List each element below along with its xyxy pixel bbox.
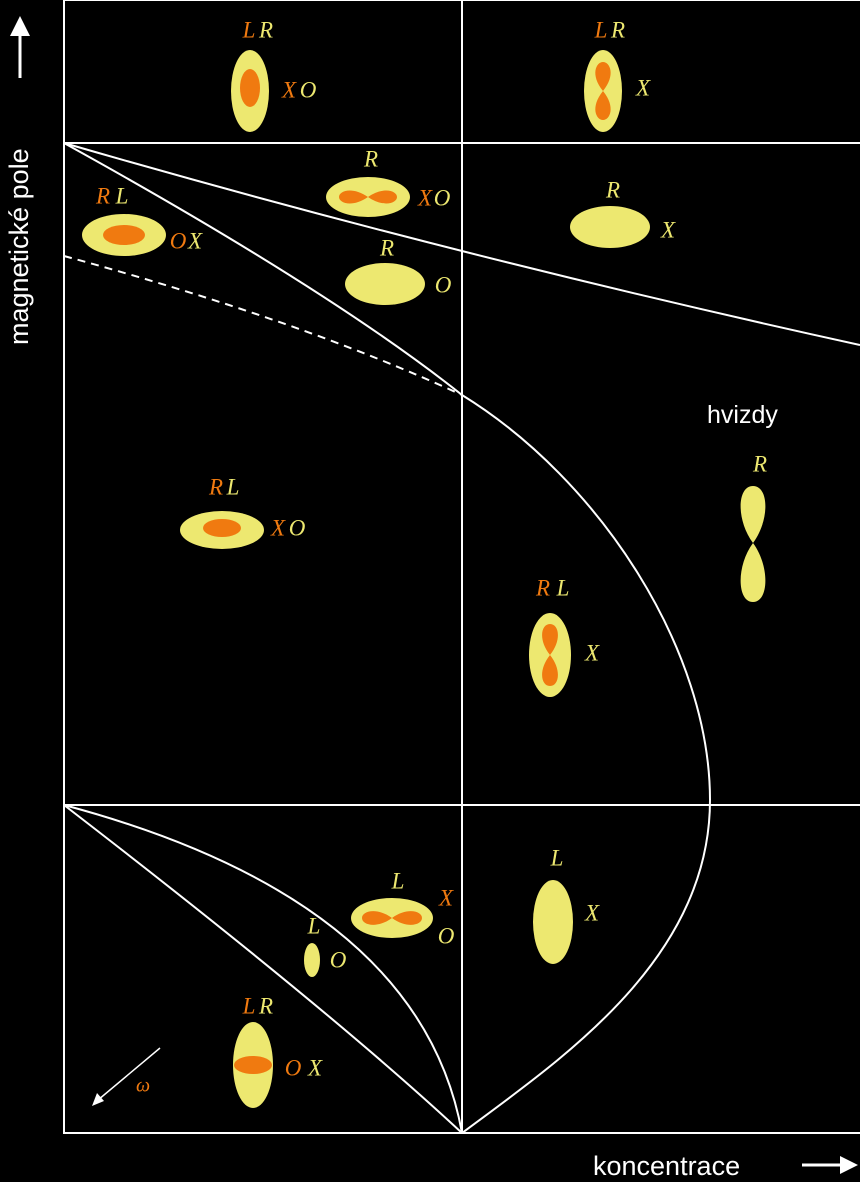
mode-label: X xyxy=(270,515,286,540)
mode-label: X xyxy=(187,228,203,253)
annotation: hvizdy xyxy=(707,401,778,429)
mode-label: L xyxy=(115,183,129,208)
mode-label: L xyxy=(242,993,256,1018)
mode-label: R xyxy=(379,235,394,260)
mode-label: L xyxy=(391,868,405,893)
mode-label: L xyxy=(556,575,570,600)
mode-label: O xyxy=(285,1055,302,1080)
mode-label: R xyxy=(95,183,110,208)
mode-label: R xyxy=(605,177,620,202)
mode-label: X xyxy=(660,217,676,242)
mode-label: X xyxy=(584,900,600,925)
mode-label: L xyxy=(242,17,256,42)
mode-label: L xyxy=(550,845,564,870)
mode-label: O xyxy=(300,77,317,102)
mode-label: X xyxy=(417,185,433,210)
x-axis-label: koncentrace xyxy=(593,1151,740,1181)
mode-label: L xyxy=(594,17,608,42)
mode-label: R xyxy=(752,451,767,476)
mode-label: O xyxy=(438,923,455,948)
mode-label: X xyxy=(281,77,297,102)
mode-label: X xyxy=(635,75,651,100)
shapes xyxy=(82,50,766,1108)
frame xyxy=(63,0,860,1134)
mode-label: R xyxy=(258,993,273,1018)
mode-label: O xyxy=(289,515,306,540)
y-axis-label: magnetické pole xyxy=(4,148,34,345)
mode-label: R xyxy=(610,17,625,42)
mode-label: O xyxy=(435,272,452,297)
mode-label: R xyxy=(535,575,550,600)
mode-label: L xyxy=(226,474,240,499)
mode-label: X xyxy=(438,885,454,910)
mode-label: R xyxy=(258,17,273,42)
mode-label: R xyxy=(208,474,223,499)
mode-label: R xyxy=(363,146,378,171)
arrows xyxy=(10,16,858,1174)
mode-label: L xyxy=(307,913,321,938)
omega-label: ω xyxy=(136,1075,150,1097)
mode-label: X xyxy=(307,1055,323,1080)
mode-label: O xyxy=(434,185,451,210)
mode-label: O xyxy=(170,228,187,253)
mode-label: X xyxy=(584,640,600,665)
mode-label: O xyxy=(330,947,347,972)
